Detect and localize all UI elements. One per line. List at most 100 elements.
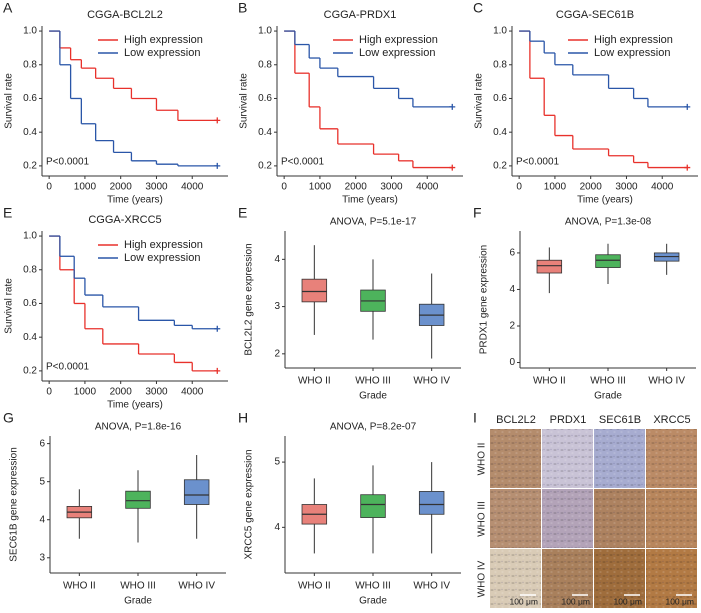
chart-title: ANOVA, P=1.3e-08 <box>565 217 652 228</box>
scale-label: 100 μm <box>509 596 538 606</box>
x-tick-label: WHO IV <box>413 581 450 592</box>
censor-mark <box>684 103 691 110</box>
box <box>183 479 210 505</box>
chart-title: CGGA-SEC61B <box>556 9 634 21</box>
x-tick-label: 2000 <box>345 182 368 193</box>
scale-label: 100 μm <box>665 596 694 606</box>
scale-label: 100 μm <box>613 596 642 606</box>
y-tick-label: 6 <box>39 438 45 449</box>
y-axis-label: BCL2L2 gene expression <box>244 243 255 355</box>
box <box>125 490 151 509</box>
ihc-texture <box>594 429 645 488</box>
y-tick-label: 0.4 <box>493 127 507 138</box>
y-axis-label: Survival rate <box>4 278 15 334</box>
y-axis-label: Survival rate <box>474 73 485 129</box>
censor-mark <box>449 103 456 110</box>
y-tick-label: 2 <box>509 321 515 332</box>
y-tick-label: 6 <box>509 248 515 259</box>
x-axis-label: Grade <box>359 596 387 607</box>
y-tick-label: 4 <box>39 514 45 525</box>
y-tick-label: 5 <box>274 457 280 468</box>
y-tick-label: 1.0 <box>258 26 272 37</box>
x-axis-label: Grade <box>124 596 152 607</box>
y-tick-label: 0.4 <box>23 127 37 138</box>
censor-mark <box>684 164 691 171</box>
x-tick-label: WHO III <box>355 581 391 592</box>
y-tick-label: 0.8 <box>493 59 507 70</box>
panel-letter: E <box>238 205 247 221</box>
column-label: SEC61B <box>599 414 641 426</box>
x-tick-label: WHO II <box>298 376 331 387</box>
y-axis-label: Survival rate <box>239 73 250 129</box>
y-tick-label: 4 <box>274 254 280 265</box>
x-tick-label: WHO II <box>533 376 566 387</box>
chart-title: CGGA-XRCC5 <box>88 214 161 226</box>
x-tick-label: 4000 <box>651 182 674 193</box>
p-value: P<0.0001 <box>281 157 325 168</box>
chart-title: ANOVA, P=8.2e-07 <box>330 422 417 433</box>
x-tick-label: WHO III <box>355 376 391 387</box>
y-tick-label: 0.8 <box>23 59 37 70</box>
y-axis-label: Survival rate <box>4 73 15 129</box>
scale-label: 100 μm <box>561 596 590 606</box>
box <box>595 254 621 268</box>
column-label: XRCC5 <box>653 414 690 426</box>
x-axis-label: Time (years) <box>107 400 163 411</box>
ihc-texture <box>594 549 645 608</box>
panel-letter: A <box>3 0 13 16</box>
chart-title: CGGA-BCL2L2 <box>87 9 163 21</box>
chart-title: CGGA-PRDX1 <box>324 9 397 21</box>
panel-letter: F <box>473 205 482 221</box>
y-tick-label: 2 <box>274 348 280 359</box>
y-tick-label: 0.2 <box>493 161 507 172</box>
x-tick-label: 3000 <box>145 182 168 193</box>
panel-letter: C <box>473 0 483 16</box>
ihc-texture <box>646 549 697 608</box>
ihc-texture <box>594 489 645 548</box>
y-tick-label: 4 <box>509 284 515 295</box>
y-tick-label: 1.0 <box>493 26 507 37</box>
ihc-texture <box>646 489 697 548</box>
ihc-texture <box>542 489 593 548</box>
ihc-texture <box>490 489 541 548</box>
censor-mark <box>214 325 221 332</box>
x-axis-label: Grade <box>359 391 387 402</box>
ihc-texture <box>542 549 593 608</box>
y-axis-label: XRCC5 gene expression <box>244 449 255 559</box>
y-tick-label: 0.6 <box>23 298 37 309</box>
panel-letter: H <box>238 410 248 426</box>
x-axis-label: Grade <box>594 391 622 402</box>
y-tick-label: 0.6 <box>23 93 37 104</box>
panel-letter: I <box>473 410 477 426</box>
x-tick-label: 1000 <box>544 182 567 193</box>
x-tick-label: 3000 <box>145 387 168 398</box>
x-tick-label: 4000 <box>181 182 204 193</box>
panel-letter: E <box>3 205 12 221</box>
x-tick-label: 2000 <box>110 182 133 193</box>
y-tick-label: 4 <box>274 522 280 533</box>
x-tick-label: 0 <box>46 182 52 193</box>
chart-title: ANOVA, P=5.1e-17 <box>330 217 417 228</box>
chart-title: ANOVA, P=1.8e-16 <box>95 422 182 433</box>
box <box>360 494 386 518</box>
x-tick-label: WHO III <box>590 376 626 387</box>
y-tick-label: 3 <box>274 301 280 312</box>
x-tick-label: 2000 <box>580 182 603 193</box>
legend-label: High expression <box>124 239 203 251</box>
y-tick-label: 3 <box>39 552 45 563</box>
y-tick-label: 1.0 <box>23 26 37 37</box>
x-tick-label: 1000 <box>74 387 97 398</box>
x-tick-label: WHO II <box>298 581 331 592</box>
x-tick-label: WHO II <box>63 581 96 592</box>
box <box>301 278 328 303</box>
ihc-texture <box>542 429 593 488</box>
y-tick-label: 0.6 <box>493 93 507 104</box>
x-tick-label: 0 <box>516 182 522 193</box>
y-tick-label: 0.4 <box>258 127 272 138</box>
row-label: WHO III <box>477 501 488 537</box>
row-label: WHO IV <box>477 560 488 597</box>
legend-label: Low expression <box>594 47 670 59</box>
x-tick-label: 1000 <box>74 182 97 193</box>
legend-label: High expression <box>594 34 673 46</box>
